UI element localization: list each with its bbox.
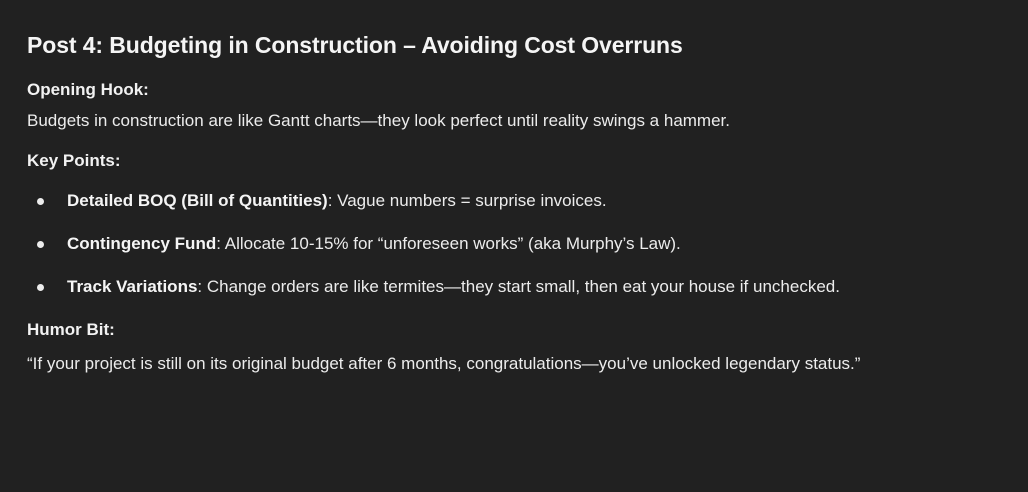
opening-hook-label: Opening Hook: <box>27 80 149 99</box>
list-item: Track Variations: Change orders are like… <box>27 275 1000 299</box>
key-point-term: Detailed BOQ (Bill of Quantities) <box>67 191 328 210</box>
key-point-text: : Allocate 10-15% for “unforeseen works”… <box>216 234 681 253</box>
key-points-list: Detailed BOQ (Bill of Quantities): Vague… <box>27 189 1000 299</box>
humor-bit-label: Humor Bit: <box>27 320 115 339</box>
key-points-label: Key Points: <box>27 151 121 170</box>
list-item: Contingency Fund: Allocate 10-15% for “u… <box>27 232 1000 256</box>
list-item: Detailed BOQ (Bill of Quantities): Vague… <box>27 189 1000 213</box>
bullet-icon <box>37 241 44 248</box>
key-point-term: Contingency Fund <box>67 234 217 253</box>
bullet-icon <box>37 284 44 291</box>
key-point-text: : Change orders are like termites—they s… <box>197 277 840 296</box>
bullet-icon <box>37 198 44 205</box>
key-point-term: Track Variations <box>67 277 198 296</box>
opening-hook-text: Budgets in construction are like Gantt c… <box>27 111 730 130</box>
humor-bit-text: “If your project is still on its origina… <box>27 354 861 373</box>
post-title: Post 4: Budgeting in Construction – Avoi… <box>27 32 683 58</box>
key-point-text: : Vague numbers = surprise invoices. <box>327 191 607 210</box>
